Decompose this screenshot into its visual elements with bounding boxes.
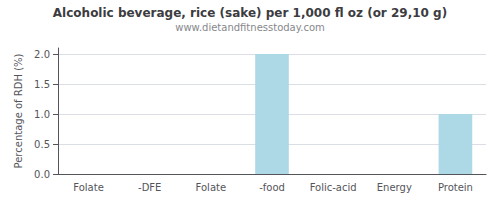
svg-text:0.0: 0.0 [34,169,50,180]
svg-text:Folate: Folate [73,182,104,193]
svg-text:-food: -food [259,182,285,193]
svg-text:2.0: 2.0 [34,49,50,60]
svg-text:0.5: 0.5 [34,139,50,150]
svg-text:Energy: Energy [377,182,412,193]
svg-text:Percentage of RDH (%): Percentage of RDH (%) [13,53,24,168]
svg-text:Protein: Protein [438,182,473,193]
svg-text:1.5: 1.5 [34,79,50,90]
svg-text:www.dietandfitnesstoday.com: www.dietandfitnesstoday.com [175,22,324,33]
svg-text:Alcoholic beverage, rice (sake: Alcoholic beverage, rice (sake) per 1,00… [53,6,447,20]
svg-text:-DFE: -DFE [138,182,161,193]
svg-text:Folic-acid: Folic-acid [310,182,357,193]
svg-text:Folate: Folate [196,182,227,193]
svg-text:1.0: 1.0 [34,109,50,120]
